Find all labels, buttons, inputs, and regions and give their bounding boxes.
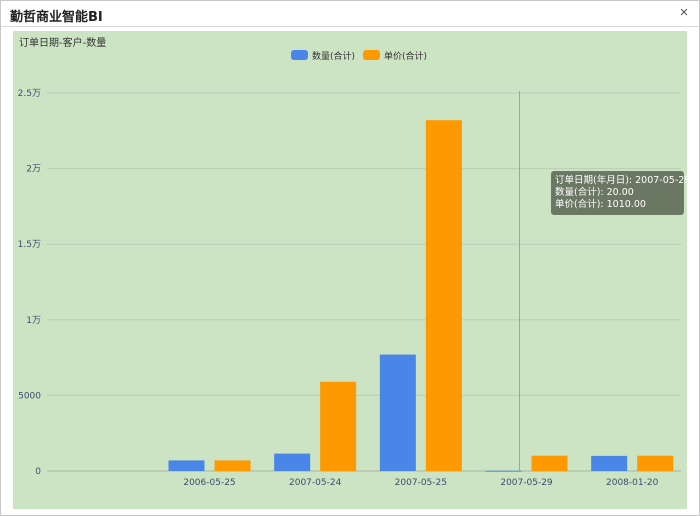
y-tick-label: 2万 <box>26 165 41 175</box>
bar-quantity <box>591 455 628 471</box>
window-title: 勤哲商业智能BI <box>10 10 103 25</box>
close-icon[interactable]: × <box>679 4 689 21</box>
bar-price <box>425 120 462 471</box>
bar-price <box>320 381 357 471</box>
tooltip-quantity: 数量(合计): 20.00 <box>555 187 634 198</box>
tooltip-date: 订单日期(年月日): 2007-05-29 <box>555 175 691 186</box>
x-tick-label: 2007-05-29 <box>500 478 553 488</box>
legend-swatch-quantity <box>291 50 308 60</box>
chart-panel: 订单日期-客户-数量 数量(合计) 单价(合计) 0 5000 1万 1.5万 2万 2.… <box>13 31 691 509</box>
legend-label-price: 单价(合计) <box>384 51 428 62</box>
x-tick-label: 2006-05-25 <box>183 478 235 488</box>
bar-price <box>214 460 251 471</box>
y-tick-label: 0 <box>35 467 41 477</box>
chart-title: 订单日期-客户-数量 <box>19 38 107 49</box>
chart-tooltip: 订单日期(年月日): 2007-05-29 数量(合计): 20.00 单价(合… <box>551 171 691 215</box>
bar-quantity <box>379 354 416 471</box>
legend-label-quantity: 数量(合计) <box>312 51 356 62</box>
x-tick-label: 2007-05-24 <box>289 478 342 488</box>
title-bar: 勤哲商业智能BI × <box>1 1 699 27</box>
legend-item-quantity[interactable]: 数量(合计) <box>291 49 355 62</box>
x-tick-label: 2007-05-25 <box>395 478 447 488</box>
y-tick-label: 2.5万 <box>18 89 41 99</box>
legend-swatch-price <box>363 50 381 60</box>
y-tick-label: 1万 <box>26 316 41 326</box>
y-tick-label: 1.5万 <box>18 240 41 250</box>
x-tick-label: 2008-01-20 <box>606 478 659 488</box>
bar-quantity <box>168 460 205 471</box>
y-tick-label: 5000 <box>18 391 41 401</box>
bar-price <box>531 455 568 471</box>
bar-quantity <box>274 453 311 471</box>
legend-item-price[interactable]: 单价(合计) <box>363 49 427 62</box>
bar-chart: 0 5000 1万 1.5万 2万 2.5万 2006-05-25 2007-05-24 200… <box>18 89 681 488</box>
bar-quantity <box>485 470 522 472</box>
tooltip-price: 单价(合计): 1010.00 <box>555 199 646 210</box>
bar-price <box>637 455 674 471</box>
chart-legend: 数量(合计) 单价(合计) <box>291 48 435 62</box>
